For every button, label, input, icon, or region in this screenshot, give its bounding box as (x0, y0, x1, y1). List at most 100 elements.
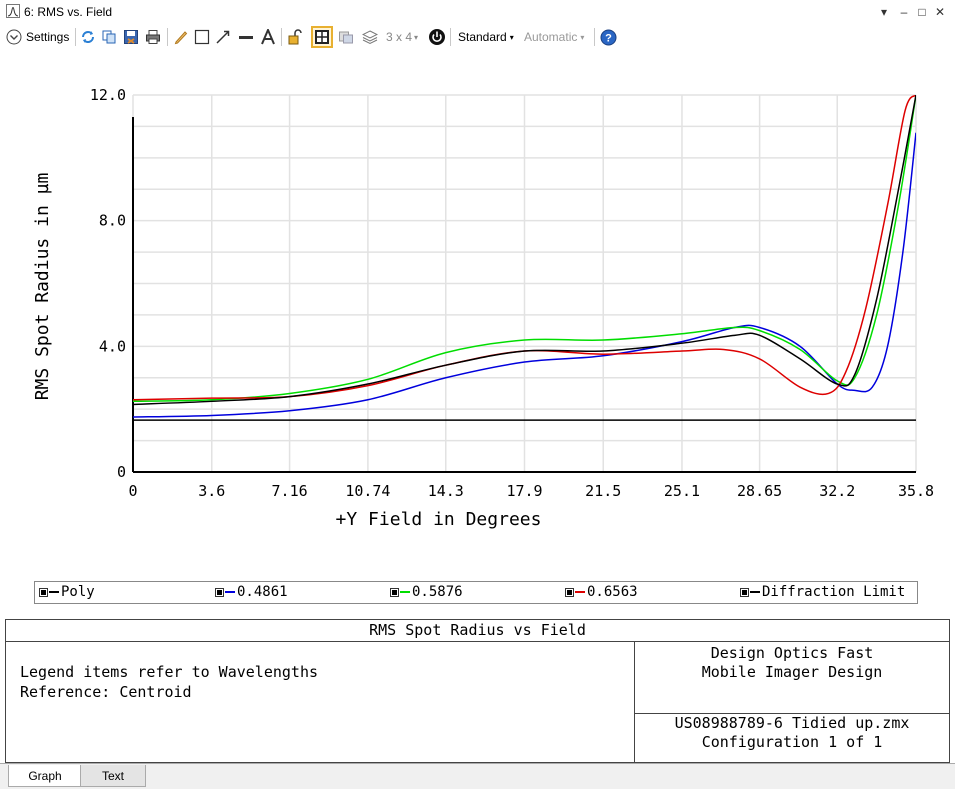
info-design-title: Design Optics Fast Mobile Imager Design (635, 644, 949, 682)
grid-layout-dropdown[interactable]: 3 x 4 ▾ (386, 27, 418, 47)
x-axis-label: +Y Field in Degrees (336, 509, 542, 530)
help-button[interactable]: ? (600, 27, 617, 47)
info-legend-note: Legend items refer to Wavelengths (20, 663, 319, 681)
legend-marker-icon (215, 587, 224, 597)
tab-text-label: Text (101, 768, 124, 783)
legend-marker-icon (39, 587, 48, 597)
layers-button[interactable] (362, 27, 378, 47)
save-icon (124, 30, 138, 44)
legend-item-poly: Poly (39, 584, 95, 600)
legend-marker-icon (390, 587, 399, 597)
pencil-button[interactable] (173, 27, 189, 47)
plot-area: 0 3.6 7.16 10.74 14.3 17.9 21.5 25.1 28.65 32.2 35… (0, 52, 955, 580)
series-line-0-5876 (133, 95, 916, 403)
info-file: US08988789-6 Tidied up.zmx Configuration… (635, 714, 949, 752)
info-reference: Reference: Centroid (20, 683, 192, 701)
rectangle-icon (194, 29, 210, 45)
text-tool-button[interactable] (260, 27, 276, 47)
dropdown-arrow-icon: ▾ (509, 32, 514, 42)
y-tick-label: 8.0 (99, 212, 126, 230)
legend-item-diffraction-limit: Diffraction Limit (740, 584, 905, 600)
automatic-label: Automatic (524, 30, 578, 44)
svg-text:?: ? (605, 32, 612, 44)
layout-button[interactable] (338, 27, 354, 47)
chevron-circle-icon (6, 29, 22, 45)
x-tick-label: 28.65 (737, 482, 782, 500)
print-button[interactable] (145, 27, 161, 47)
x-tick-label: 10.74 (345, 482, 390, 500)
legend-swatch (750, 591, 760, 593)
series-line-poly (133, 95, 916, 406)
power-button[interactable] (428, 27, 446, 47)
x-tick-label: 32.2 (819, 482, 855, 500)
info-panel: RMS Spot Radius vs Field Legend items re… (5, 619, 950, 763)
toolbar-separator (75, 28, 76, 46)
series-line-0-6563 (133, 95, 916, 401)
x-tick-label: 35.8 (898, 482, 934, 500)
crosshair-button[interactable] (311, 26, 333, 48)
x-tick-label: 3.6 (198, 482, 225, 500)
info-hline (635, 713, 949, 714)
tab-graph-label: Graph (28, 768, 62, 783)
toolbar-separator (167, 28, 168, 46)
tab-text[interactable]: Text (80, 765, 146, 787)
close-icon[interactable]: ✕ (934, 5, 946, 19)
chevron-down-icon[interactable]: ▾ (880, 5, 888, 19)
legend-swatch (225, 591, 235, 593)
refresh-button[interactable] (80, 27, 96, 47)
power-icon (429, 29, 445, 45)
grid-layout-label: 3 x 4 (386, 30, 413, 44)
y-tick-label: 4.0 (99, 337, 126, 355)
legend-swatch (49, 591, 59, 593)
dropdown-arrow-icon: ▾ (414, 32, 419, 42)
tab-graph[interactable]: Graph (8, 765, 82, 787)
legend-label: 0.5876 (412, 584, 463, 600)
save-button[interactable] (123, 27, 139, 47)
rectangle-button[interactable] (194, 27, 210, 47)
legend-item-0-6563: 0.6563 (565, 584, 638, 600)
settings-button[interactable]: Settings (6, 27, 69, 47)
info-design-line1: Design Optics Fast (710, 644, 874, 662)
maximize-icon[interactable]: □ (918, 5, 926, 19)
settings-label: Settings (26, 30, 70, 44)
legend-item-0-5876: 0.5876 (390, 584, 463, 600)
line-icon (239, 36, 253, 39)
x-tick-label: 17.9 (506, 482, 542, 500)
text-icon (261, 29, 275, 45)
x-tick-label: 0 (128, 482, 137, 500)
toolbar: Settings (0, 24, 955, 50)
legend-label: 0.4861 (237, 584, 288, 600)
x-tick-label: 21.5 (585, 482, 621, 500)
copy-icon (102, 30, 116, 44)
copy-button[interactable] (101, 27, 117, 47)
x-tick-label: 14.3 (428, 482, 464, 500)
x-tick-label: 25.1 (664, 482, 700, 500)
arrow-icon (216, 30, 230, 44)
layers-icon (362, 30, 378, 45)
automatic-dropdown[interactable]: Automatic ▾ (524, 27, 584, 47)
info-design-line2: Mobile Imager Design (701, 663, 883, 681)
chart-legend: Poly 0.4861 0.5876 0.6563 Diffraction Limit (34, 581, 918, 604)
print-icon (146, 30, 160, 44)
info-header: RMS Spot Radius vs Field (6, 620, 949, 642)
standard-label: Standard (458, 30, 507, 44)
legend-swatch (575, 591, 585, 593)
legend-marker-icon (740, 587, 749, 597)
window-title: 6: RMS vs. Field (24, 5, 113, 19)
legend-item-0-4861: 0.4861 (215, 584, 288, 600)
legend-label: Diffraction Limit (762, 584, 906, 600)
info-filename: US08988789-6 Tidied up.zmx (674, 714, 910, 732)
lock-button[interactable] (287, 27, 303, 47)
line-button[interactable] (238, 27, 254, 47)
arrow-button[interactable] (215, 27, 231, 47)
standard-dropdown[interactable]: Standard ▾ (458, 27, 514, 47)
tab-bar: Graph Text (0, 763, 955, 789)
y-tick-label: 0 (117, 463, 126, 481)
layout-icon (339, 31, 353, 44)
y-tick-label: 12.0 (90, 86, 126, 104)
minimize-icon[interactable]: – (900, 5, 908, 19)
chart-app-icon (6, 4, 20, 18)
help-icon: ? (600, 29, 617, 45)
info-configuration: Configuration 1 of 1 (701, 733, 883, 751)
refresh-icon (82, 31, 94, 43)
